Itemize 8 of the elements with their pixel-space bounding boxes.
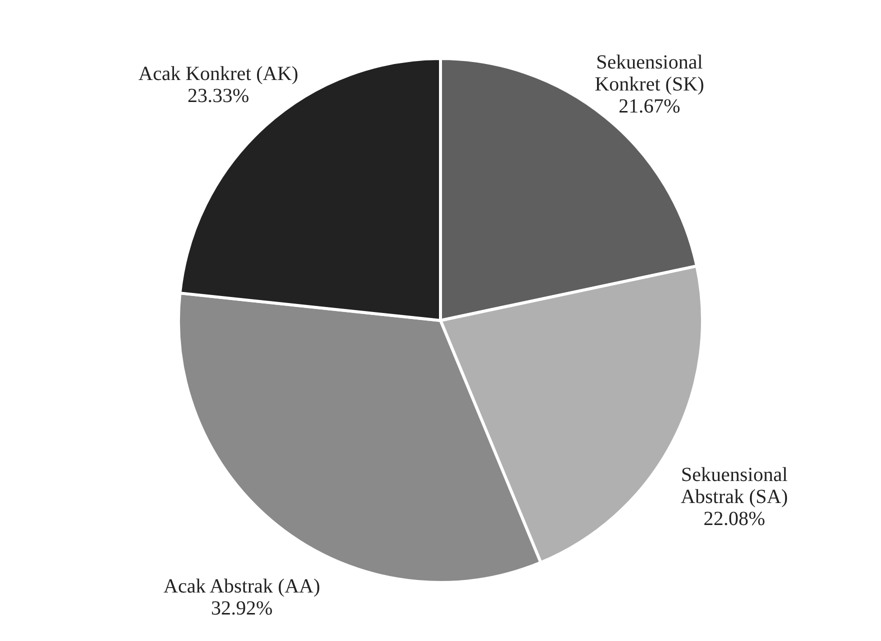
data-label: 22.08% [703,508,766,530]
data-label: 23.33% [188,84,250,107]
slice-label: Acak Abstrak (AA) [164,575,320,598]
data-label: 32.92% [210,597,273,620]
slice-label: Acak Konkret (AK) [138,62,298,85]
slice-label: Sekuensional Konkret (SK) [594,52,704,96]
data-label: 21.67% [618,96,680,118]
slice-label: Sekuensional Abstrak (SA) [680,464,788,508]
